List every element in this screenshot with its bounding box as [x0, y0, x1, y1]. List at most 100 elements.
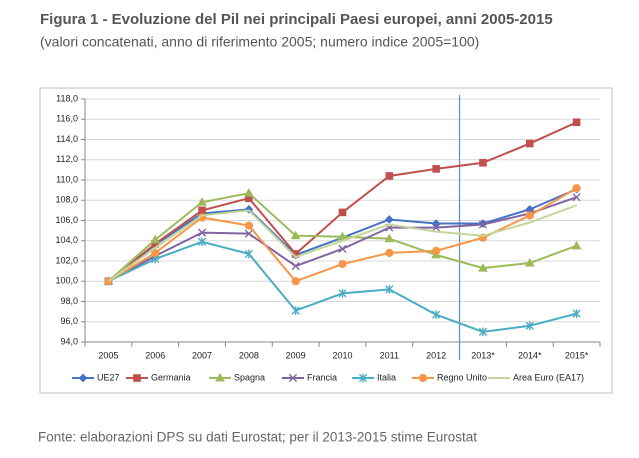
data-point [197, 237, 207, 247]
data-point-stroke [478, 220, 488, 229]
data-point-stroke [432, 223, 441, 232]
data-point [244, 249, 253, 259]
series-line [107, 121, 578, 283]
data-point [524, 258, 535, 267]
data-point [571, 240, 582, 250]
y-tick-label: 114,0 [56, 134, 78, 144]
data-point [432, 223, 441, 232]
data-point [198, 206, 206, 215]
data-point [432, 310, 441, 320]
data-point-stroke [432, 310, 441, 320]
legend-marker [288, 373, 298, 383]
data-point [338, 244, 347, 253]
chart-title: Figura 1 - Evoluzione del Pil nei princi… [40, 11, 553, 28]
y-tick-label: 100,0 [55, 276, 78, 286]
source-note: Fonte: elaborazioni DPS su dati Eurostat… [38, 430, 477, 445]
data-point-stroke [572, 309, 581, 319]
chart-subtitle: (valori concatenati, anno di riferimento… [40, 34, 479, 50]
data-point-stroke [291, 261, 300, 271]
x-tick-label: 2008 [239, 350, 259, 360]
y-tick-label: 112,0 [56, 154, 78, 164]
x-tick-label: 2006 [145, 350, 165, 360]
data-point [291, 261, 300, 271]
x-tick-label: 2011 [380, 350, 399, 360]
data-point [150, 234, 161, 244]
data-point-stroke [385, 284, 394, 294]
legend-label: Germania [151, 372, 191, 382]
y-tick-label: 98,0 [60, 296, 78, 306]
data-point [385, 284, 394, 294]
data-point [525, 211, 534, 220]
x-tick-label: 2014* [518, 350, 542, 360]
chart-frame [39, 87, 613, 394]
legend-marker [133, 374, 141, 382]
data-point [572, 184, 581, 193]
data-point [478, 263, 488, 272]
y-tick-label: 106,0 [55, 215, 78, 225]
x-tick-label: 2009 [286, 350, 306, 360]
data-point [338, 289, 347, 298]
legend-label: Area Euro (EA17) [513, 372, 584, 382]
legend-marker [215, 372, 225, 382]
data-point [338, 259, 347, 269]
legend-marker [78, 373, 88, 383]
data-point [151, 248, 160, 257]
data-point [385, 248, 394, 257]
data-point [291, 277, 300, 286]
data-point [478, 327, 488, 337]
y-tick-label: 96,0 [60, 316, 78, 326]
data-point [338, 208, 347, 217]
series-line [107, 204, 577, 283]
data-point [478, 220, 488, 229]
data-point [431, 219, 441, 228]
data-point-stroke [338, 289, 347, 298]
legend-marker [418, 373, 428, 383]
data-point [291, 306, 300, 316]
x-tick-label: 2010 [332, 350, 352, 360]
data-point-stroke [478, 327, 488, 337]
data-point [572, 309, 581, 319]
y-tick-label: 118,0 [56, 93, 78, 103]
legend-marker [358, 373, 368, 383]
data-point [244, 229, 253, 238]
legend-label: UE27 [97, 372, 120, 382]
x-tick-label: 2012 [426, 350, 446, 360]
data-point [525, 321, 534, 331]
legend-label: Spagna [234, 372, 265, 382]
data-point [572, 193, 581, 202]
y-tick-label: 116,0 [56, 114, 78, 124]
data-point [432, 165, 440, 173]
data-point [385, 172, 394, 180]
data-point-stroke [244, 229, 253, 238]
y-tick-label: 102,0 [55, 255, 78, 265]
data-point-stroke [197, 228, 207, 237]
legend-marker-stroke [288, 373, 298, 383]
x-tick-label: 2015* [565, 350, 589, 360]
data-point [290, 230, 301, 240]
legend-label: Regno Unito [437, 372, 487, 382]
y-tick-label: 110,0 [56, 174, 78, 184]
y-tick-label: 108,0 [55, 195, 78, 205]
data-point-stroke [197, 237, 207, 247]
legend-label: Italia [377, 372, 396, 382]
data-point-stroke [525, 321, 534, 331]
legend-marker-stroke [358, 373, 368, 383]
data-point [385, 215, 394, 224]
x-tick-label: 2007 [192, 350, 212, 360]
legend-label: Francia [307, 372, 337, 382]
x-tick-label: 2013* [471, 350, 495, 360]
data-point [572, 118, 581, 127]
data-point [432, 246, 441, 255]
data-point-stroke [291, 306, 300, 316]
data-point [197, 228, 207, 237]
y-tick-label: 104,0 [55, 235, 78, 245]
data-point [244, 221, 253, 230]
series-line [107, 240, 577, 333]
data-point [479, 158, 487, 167]
data-point [525, 139, 534, 148]
data-point-stroke [572, 193, 581, 202]
data-point [384, 233, 395, 243]
y-tick-label: 94,0 [60, 336, 78, 346]
data-point [244, 188, 254, 197]
